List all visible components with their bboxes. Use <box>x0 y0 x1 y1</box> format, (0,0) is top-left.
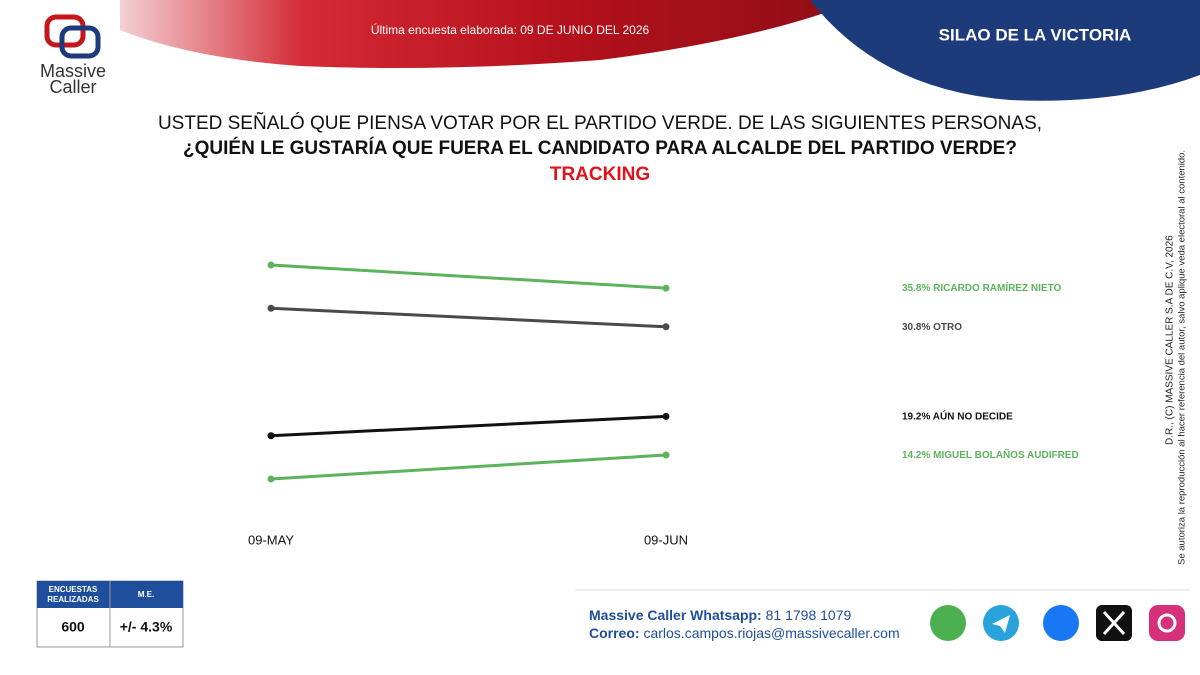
value-label: 30.8% <box>902 321 930 332</box>
data-point <box>267 261 275 269</box>
facebook-icon[interactable] <box>1043 605 1079 641</box>
x-tick-label: 09-JUN <box>644 532 688 547</box>
data-point <box>662 412 670 420</box>
logo-text: Massive <box>40 61 106 81</box>
data-label: 19.2% AÚN NO DECIDE <box>902 409 1013 422</box>
contact-label: Correo: <box>589 625 640 641</box>
series-line <box>270 306 667 329</box>
chart-subtitle: ¿QUIÉN LE GUSTARÍA QUE FUERA EL CANDIDAT… <box>183 137 1017 159</box>
data-label: 35.8% RICARDO RAMÍREZ NIETO <box>902 281 1062 294</box>
legend-label: OTRO <box>933 321 962 332</box>
x-glyph <box>1102 610 1126 636</box>
value-label: 19.2% <box>902 411 930 422</box>
table-cell: +/- 4.3% <box>120 619 173 635</box>
social-icons <box>930 605 1185 641</box>
copyright: Se autoriza la reproducción al hacer ref… <box>1177 150 1188 565</box>
chart-title: USTED SEÑALÓ QUE PIENSA VOTAR POR EL PAR… <box>158 112 1042 134</box>
legend-label: MIGUEL BOLAÑOS AUDIFRED <box>933 448 1079 461</box>
contact-value: carlos.campos.riojas@massivecaller.com <box>643 625 899 641</box>
series-line <box>270 453 667 481</box>
logo: Massive Caller <box>40 14 106 97</box>
table-header-text: M.E. <box>138 590 154 599</box>
header-band <box>120 0 860 68</box>
whatsapp-icon[interactable] <box>930 605 966 641</box>
series-line <box>270 263 667 290</box>
value-label: 14.2% <box>902 450 930 461</box>
data-point <box>662 451 670 459</box>
data-point <box>662 284 670 292</box>
data-point <box>662 323 670 331</box>
chart-annotation: TRACKING <box>550 164 650 185</box>
value-label: 35.8% <box>902 283 930 294</box>
series-line <box>270 414 667 438</box>
location: SILAO DE LA VICTORIA <box>939 25 1132 44</box>
contact-label: Massive Caller Whatsapp: <box>589 607 762 623</box>
header-blue <box>810 0 1200 101</box>
table-cell: 600 <box>61 619 85 635</box>
legend-label: AÚN NO DECIDE <box>933 409 1013 422</box>
contact-whatsapp: Massive Caller Whatsapp: 81 1798 1079 <box>589 607 851 623</box>
data-point <box>267 475 275 483</box>
data-point <box>267 304 275 312</box>
sample-table: ENCUESTAS REALIZADAS M.E. 600 +/- 4.3% <box>36 580 184 648</box>
instagram-icon[interactable] <box>1149 605 1185 641</box>
telegram-glyph <box>992 615 1010 633</box>
contact-email: Correo: carlos.campos.riojas@massivecall… <box>589 625 900 641</box>
data-point <box>267 432 275 440</box>
legend-label: RICARDO RAMÍREZ NIETO <box>933 281 1061 294</box>
instagram-glyph <box>1157 613 1177 633</box>
survey-date: Última encuesta elaborada: 09 DE JUNIO D… <box>371 22 650 37</box>
x-tick-label: 09-MAY <box>248 532 294 547</box>
copyright: D.R., (C) MASSIVE CALLER S.A DE C.V, 202… <box>1165 235 1176 445</box>
table-header-text: ENCUESTAS REALIZADAS <box>47 585 99 604</box>
logo-text: Caller <box>49 77 96 97</box>
data-label: 30.8% OTRO <box>902 321 962 332</box>
contact-value: 81 1798 1079 <box>766 607 852 623</box>
data-label: 14.2% MIGUEL BOLAÑOS AUDIFRED <box>902 448 1079 461</box>
